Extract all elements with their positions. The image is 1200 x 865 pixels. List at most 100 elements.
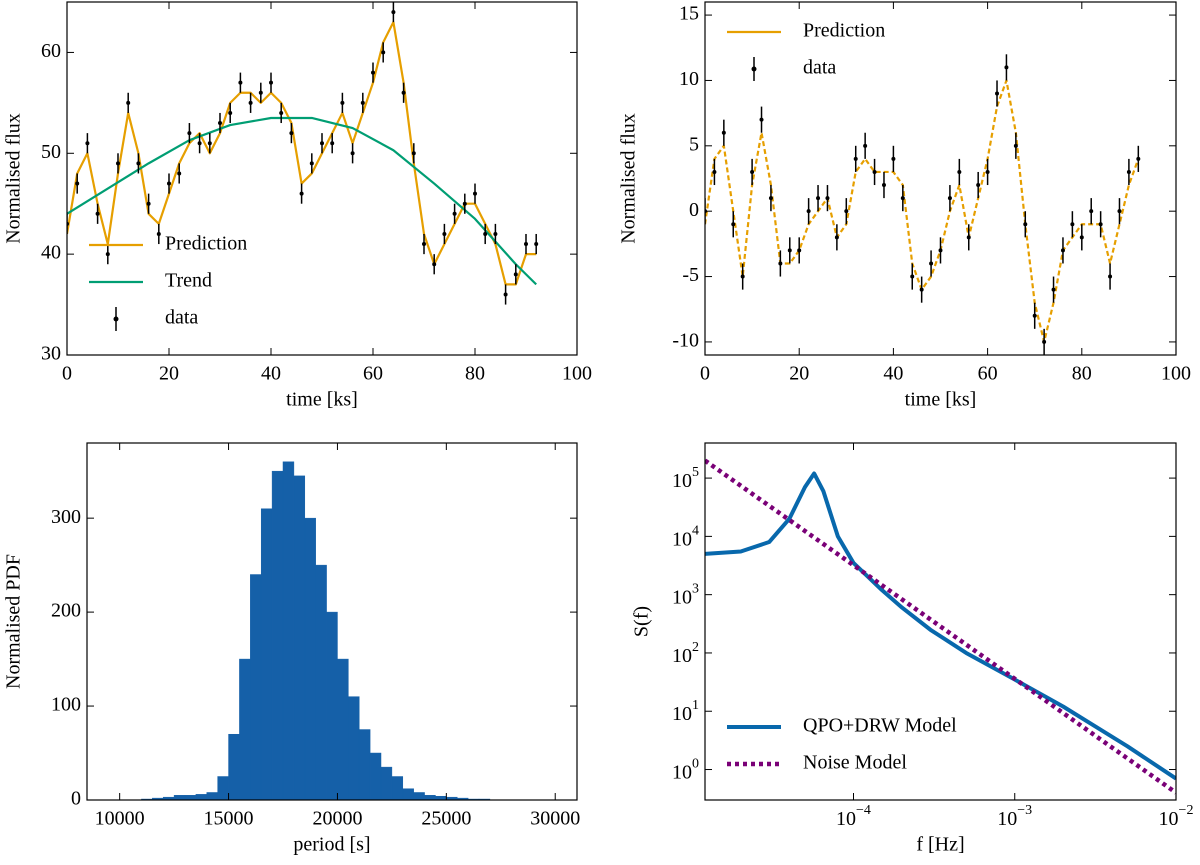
panel: 0 20 40 60 80 100 -10 -5 0 5 10 15 time [ks] Normalis… [618, 1, 1191, 411]
data-point [929, 261, 934, 266]
data-point [816, 196, 821, 201]
data-point [731, 222, 736, 227]
bar [358, 729, 371, 800]
x-tick-label: 20 [789, 363, 809, 385]
data-point [1098, 222, 1103, 227]
y-tick-label: 103 [672, 582, 699, 608]
x-axis-label: time [ks] [286, 389, 358, 411]
legend-label: QPO+DRW Model [803, 715, 957, 737]
x-tick-label: 60 [978, 363, 998, 385]
data-point [197, 141, 202, 146]
data-point [891, 156, 896, 161]
data-point [995, 91, 1000, 96]
data-point [105, 252, 110, 257]
data-point [473, 191, 477, 196]
data-point [75, 181, 80, 186]
data-point [493, 231, 498, 236]
data-point [1032, 313, 1037, 318]
data-point [534, 242, 539, 247]
x-tick-label: 20 [159, 363, 179, 385]
data-point [187, 131, 192, 136]
data-point [371, 70, 375, 75]
y-tick-label: 50 [41, 141, 61, 163]
data-point [146, 201, 151, 206]
data-point [1051, 287, 1056, 292]
data-point [289, 131, 294, 136]
x-tick-label: 25000 [421, 808, 471, 830]
data-point [95, 211, 100, 216]
data-point [919, 287, 924, 292]
data-point [768, 196, 773, 201]
data-point [938, 248, 943, 253]
data-point [85, 141, 90, 146]
bar [402, 788, 414, 800]
data-point [750, 169, 755, 174]
bar [380, 766, 393, 800]
data-point [228, 110, 233, 115]
plot-area [141, 461, 491, 800]
data-point [126, 100, 131, 105]
x-tick-label: 10000 [95, 808, 145, 830]
y-tick-label: 100 [51, 694, 81, 716]
data-point [1013, 143, 1018, 148]
series-line [705, 471, 1176, 781]
y-tick-label: 105 [672, 465, 699, 491]
data-point [966, 235, 971, 240]
panel: 10000 15000 20000 25000 30000 0 100 200 300 perio… [3, 442, 580, 856]
data-point [900, 196, 905, 201]
x-axis-label: period [s] [293, 834, 370, 856]
bar [326, 611, 338, 800]
y-tick-label: -10 [672, 330, 699, 352]
series-line [67, 116, 537, 286]
series-line [705, 458, 1176, 795]
data-point [1023, 222, 1028, 227]
data-point [844, 209, 849, 214]
panel: 10−4 10−3 10−2 100 101 102 103 104 105 f [Hz] S(f)… [631, 442, 1193, 856]
y-axis-label: Normalised flux [3, 113, 25, 244]
legend: Prediction data [727, 20, 885, 81]
data-point [712, 169, 717, 174]
data-point [452, 211, 457, 216]
bar [293, 475, 306, 800]
data-point [258, 90, 263, 95]
data-point [207, 141, 212, 146]
x-tick-label: 40 [883, 363, 903, 385]
data-point [797, 248, 802, 253]
data-point [360, 100, 365, 105]
data-point [947, 196, 952, 201]
data-point [721, 130, 726, 135]
y-tick-label: 102 [672, 640, 699, 666]
data-point [1136, 156, 1141, 161]
y-axis-label: Normalised flux [618, 113, 640, 244]
y-tick-label: 5 [689, 133, 699, 155]
data-point [872, 169, 877, 174]
data-point [156, 231, 161, 236]
y-tick-label: 40 [41, 242, 61, 264]
data-point [1004, 65, 1009, 70]
data-point [524, 242, 528, 247]
data-point [279, 110, 284, 115]
bar [337, 658, 349, 800]
data-point [503, 292, 508, 297]
axes-frame [86, 442, 578, 801]
data-point [350, 151, 355, 156]
data-point [1060, 248, 1065, 253]
data-point [1070, 222, 1075, 227]
legend: Prediction Trend data [89, 233, 247, 331]
data-point [759, 117, 764, 122]
y-tick-label: 300 [51, 506, 81, 528]
x-axis-label: time [ks] [905, 389, 977, 411]
data-point [462, 201, 467, 206]
bar [206, 792, 218, 800]
plot-area [67, 2, 539, 305]
bar [228, 733, 240, 800]
data-point [1108, 274, 1113, 279]
bar [217, 776, 229, 800]
plot-area [705, 54, 1141, 355]
bar [424, 795, 436, 800]
legend-label: data [165, 307, 198, 329]
bar [282, 461, 295, 800]
x-tick-label: 80 [465, 363, 485, 385]
